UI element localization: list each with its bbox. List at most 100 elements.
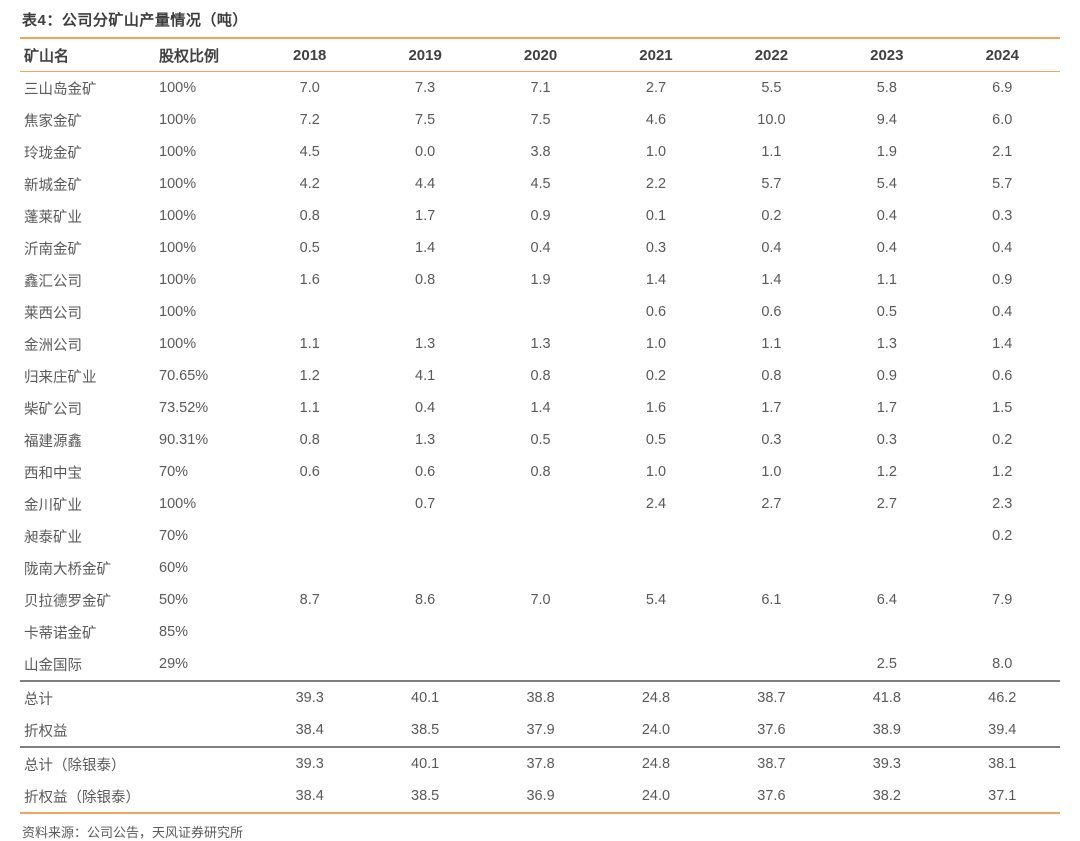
cell-value: 1.1	[299, 336, 320, 352]
cell-equity-ratio: 73.52%	[159, 400, 209, 416]
cell-value: 1.4	[992, 336, 1013, 352]
cell-value: 0.2	[761, 208, 782, 224]
cell-value: 5.8	[876, 80, 897, 96]
cell-value: 0.3	[645, 240, 667, 256]
cell-value: 0.4	[415, 400, 436, 416]
cell-equity-ratio: 90.31%	[159, 432, 209, 448]
cell-value: 1.4	[530, 400, 551, 416]
cell-value: 1.1	[876, 272, 897, 288]
cell-mine-name: 归来庄矿业	[24, 369, 97, 386]
cell-value: 1.4	[645, 272, 667, 288]
table-row: 福建源鑫 90.31% 0.8 1.3 0.5 0.5 0.3 0.3 0.2	[20, 424, 1060, 456]
column-header: 2022	[754, 46, 789, 64]
cell-equity-ratio: 100%	[159, 272, 197, 288]
cell-mine-name: 莱西公司	[24, 305, 82, 322]
cell-value: 1.1	[761, 336, 782, 352]
cell-value: 1.7	[415, 208, 436, 224]
production-table: 矿山名 股权比例 2018 2019 2020 2021 2022 2023 2024 三山岛金…	[20, 37, 1060, 814]
cell-mine-name: 柴矿公司	[24, 401, 82, 418]
cell-value	[714, 648, 829, 681]
cell-mine-name: 总计（除银泰）	[24, 757, 126, 774]
cell-mine-name: 焦家金矿	[24, 113, 82, 130]
cell-value: 24.8	[641, 690, 671, 706]
summary-row: 折权益（除银泰） 38.4 38.5 36.9 24.0 37.6 38.2 37.1	[20, 780, 1060, 813]
cell-value: 1.1	[761, 144, 782, 160]
cell-value: 7.2	[299, 112, 320, 128]
cell-equity-ratio: 100%	[159, 336, 197, 352]
cell-value: 37.6	[757, 722, 786, 738]
cell-value: 4.4	[415, 176, 436, 192]
table-row: 金洲公司 100% 1.1 1.3 1.3 1.0 1.1 1.3 1.4	[20, 328, 1060, 360]
cell-value: 39.4	[988, 722, 1017, 738]
column-header: 2021	[639, 46, 673, 64]
cell-value: 39.3	[295, 756, 324, 772]
table-row: 贝拉德罗金矿 50% 8.7 8.6 7.0 5.4 6.1 6.4 7.9	[20, 584, 1060, 616]
column-header: 矿山名	[24, 47, 70, 65]
cell-equity-ratio: 100%	[159, 80, 197, 96]
cell-value: 1.5	[992, 400, 1013, 416]
cell-value: 41.8	[872, 690, 901, 706]
cell-equity-ratio: 29%	[159, 656, 189, 672]
cell-value	[367, 296, 482, 328]
cell-equity-ratio: 60%	[159, 560, 189, 576]
table-row: 昶泰矿业 70% 0.2	[20, 520, 1060, 552]
cell-value	[367, 616, 482, 648]
table-row: 蓬莱矿业 100% 0.8 1.7 0.9 0.1 0.2 0.4 0.3	[20, 200, 1060, 232]
column-header: 2019	[408, 46, 442, 64]
cell-value: 2.3	[992, 496, 1013, 512]
cell-equity-ratio: 100%	[159, 112, 197, 128]
cell-value: 0.5	[299, 240, 320, 256]
cell-value: 37.8	[526, 756, 555, 772]
cell-value: 24.0	[641, 722, 671, 738]
cell-value: 0.5	[645, 432, 667, 448]
cell-mine-name: 卡蒂诺金矿	[24, 625, 97, 642]
cell-value	[483, 648, 598, 681]
summary-row: 折权益 38.4 38.5 37.9 24.0 37.6 38.9 39.4	[20, 714, 1060, 747]
column-header: 2023	[870, 46, 904, 64]
cell-value: 39.3	[295, 690, 324, 706]
cell-value: 0.4	[530, 240, 551, 256]
cell-value: 37.9	[526, 722, 555, 738]
cell-value: 0.9	[876, 368, 897, 384]
cell-value	[598, 552, 713, 584]
cell-value	[367, 552, 482, 584]
cell-value: 0.8	[299, 208, 320, 224]
cell-mine-name: 山金国际	[24, 657, 82, 674]
cell-mine-name: 鑫汇公司	[24, 273, 82, 290]
cell-value: 24.0	[641, 788, 671, 804]
cell-value: 5.7	[761, 176, 782, 192]
cell-value: 0.1	[645, 208, 667, 224]
table-row: 归来庄矿业 70.65% 1.2 4.1 0.8 0.2 0.8 0.9 0.6	[20, 360, 1060, 392]
header-row: 矿山名 股权比例 2018 2019 2020 2021 2022 2023 2024	[20, 38, 1060, 72]
cell-value: 38.2	[872, 788, 901, 804]
cell-value: 40.1	[411, 756, 440, 772]
cell-value: 46.2	[988, 690, 1017, 706]
table-row: 金川矿业 100% 0.7 2.4 2.7 2.7 2.3	[20, 488, 1060, 520]
cell-value	[598, 616, 713, 648]
cell-value	[367, 520, 482, 552]
cell-value: 8.0	[992, 656, 1013, 672]
cell-value: 5.4	[645, 592, 667, 608]
cell-value: 40.1	[411, 690, 440, 706]
cell-value: 4.1	[415, 368, 436, 384]
cell-equity-ratio: 100%	[159, 496, 197, 512]
summary-row: 总计 39.3 40.1 38.8 24.8 38.7 41.8 46.2	[20, 681, 1060, 714]
table-row: 卡蒂诺金矿 85%	[20, 616, 1060, 648]
cell-value: 0.8	[415, 272, 436, 288]
table-row: 三山岛金矿 100% 7.0 7.3 7.1 2.7 5.5 5.8 6.9	[20, 72, 1060, 105]
cell-value: 4.5	[530, 176, 551, 192]
cell-value: 2.7	[645, 80, 667, 96]
cell-value: 0.7	[415, 496, 436, 512]
cell-value: 2.1	[992, 144, 1013, 160]
cell-value: 7.3	[415, 80, 436, 96]
cell-value: 38.5	[411, 722, 440, 738]
cell-value	[483, 296, 598, 328]
main-body: 三山岛金矿 100% 7.0 7.3 7.1 2.7 5.5 5.8 6.9 焦家金矿 100% 7.…	[20, 72, 1060, 682]
cell-value: 38.8	[526, 690, 555, 706]
cell-mine-name: 贝拉德罗金矿	[24, 593, 111, 610]
cell-mine-name: 蓬莱矿业	[24, 209, 82, 226]
cell-value: 0.4	[876, 240, 897, 256]
table-row: 鑫汇公司 100% 1.6 0.8 1.9 1.4 1.4 1.1 0.9	[20, 264, 1060, 296]
cell-value: 9.4	[876, 112, 897, 128]
